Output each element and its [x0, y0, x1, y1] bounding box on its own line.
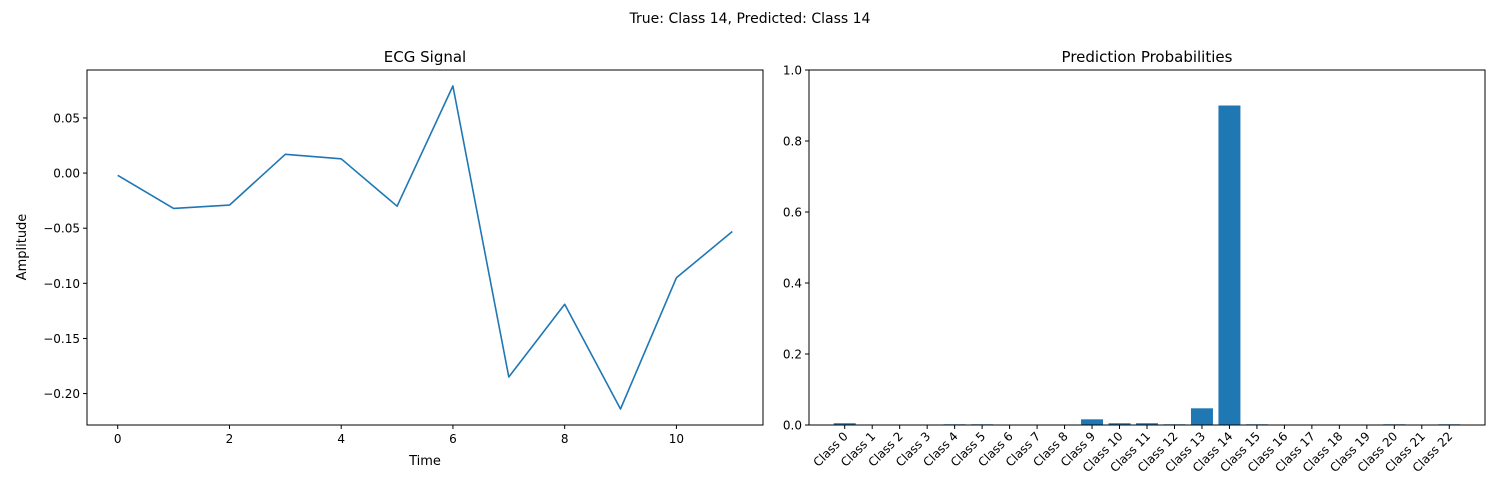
- ecg-y-tick-label: −0.15: [43, 332, 80, 346]
- probability-bar: [1108, 423, 1131, 425]
- ecg-y-tick-label: −0.10: [43, 277, 80, 291]
- ecg-x-tick-label: 8: [561, 432, 569, 446]
- ecg-x-tick-label: 10: [669, 432, 684, 446]
- ecg-axes-frame: [86, 69, 764, 426]
- probability-bar: [1081, 419, 1104, 425]
- ecg-signal-chart: ECG Signal 0 2 4 6 8 10 −0.20 −0.15 −0.10 −0.05 0.…: [15, 48, 764, 469]
- ecg-chart-title: ECG Signal: [384, 48, 466, 66]
- bar-chart-title: Prediction Probabilities: [1062, 48, 1233, 66]
- bar-y-tick-label: 0.8: [783, 135, 802, 149]
- ecg-x-tick-label: 0: [114, 432, 122, 446]
- bar-y-tick-label: 0.0: [783, 419, 802, 433]
- probability-bar: [1190, 408, 1213, 425]
- ecg-x-tick-label: 2: [226, 432, 234, 446]
- probability-bar: [1218, 105, 1241, 425]
- bar-axes-frame: [808, 69, 1486, 426]
- figure-suptitle: True: Class 14, Predicted: Class 14: [629, 11, 871, 27]
- ecg-x-tick-label: 6: [449, 432, 457, 446]
- ecg-x-tick-label: 4: [337, 432, 345, 446]
- ecg-signal-line: [117, 85, 733, 410]
- ecg-y-tick-label: 0.05: [53, 111, 80, 125]
- probability-bar: [833, 423, 856, 425]
- ecg-y-tick-label: 0.00: [53, 167, 80, 181]
- bar-y-tick-label: 0.6: [783, 206, 802, 220]
- bar-y-tick-label: 0.2: [783, 348, 802, 362]
- ecg-axis-ticks: 0 2 4 6 8 10 −0.20 −0.15 −0.10 −0.05 0.00 0.05: [43, 111, 684, 446]
- ecg-y-tick-label: −0.20: [43, 387, 80, 401]
- bar-y-tick-label: 1.0: [783, 64, 802, 78]
- probability-bars: [833, 105, 1461, 425]
- ecg-y-axis-label: Amplitude: [15, 214, 30, 281]
- bar-y-tick-label: 0.4: [783, 277, 802, 291]
- ecg-y-tick-label: −0.05: [43, 222, 80, 236]
- probability-bar: [1136, 423, 1158, 425]
- ecg-x-axis-label: Time: [408, 454, 441, 469]
